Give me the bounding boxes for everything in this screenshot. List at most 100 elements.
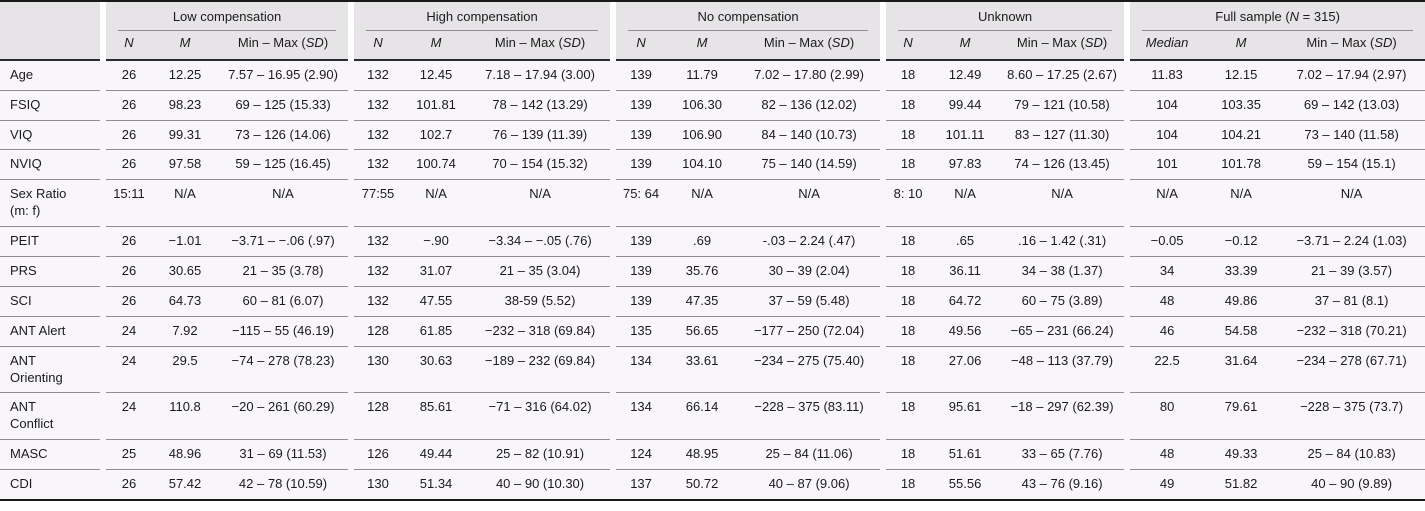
data-cell: 59 – 125 (16.45): [218, 149, 349, 181]
body-gutter: [880, 316, 887, 347]
body-gutter: [348, 149, 355, 180]
data-cell: 7.02 – 17.94 (2.97): [1278, 59, 1425, 91]
data-cell: 51.82: [1204, 469, 1279, 500]
data-cell: 79 – 121 (10.58): [1000, 90, 1125, 121]
data-cell: −65 – 231 (66.24): [1000, 316, 1125, 347]
data-cell: N/A: [1204, 179, 1279, 228]
body-gutter: [348, 90, 355, 121]
data-cell: 60 – 75 (3.89): [1000, 286, 1125, 317]
data-cell: 99.44: [930, 90, 1001, 121]
data-cell: 95.61: [930, 392, 1001, 441]
body-gutter: [1124, 346, 1131, 393]
header-gutter: [880, 2, 887, 60]
body-gutter: [100, 346, 106, 393]
data-cell: −74 – 278 (78.23): [218, 346, 349, 394]
body-gutter: [348, 179, 355, 227]
body-gutter: [348, 286, 355, 317]
data-cell: 74 – 126 (13.45): [1000, 149, 1125, 181]
data-cell: 49.44: [402, 439, 471, 471]
subcol-m: M: [152, 30, 218, 61]
data-cell: 34 – 38 (1.37): [1000, 256, 1125, 287]
data-cell: −189 – 232 (69.84): [470, 346, 611, 394]
data-cell: −177 – 250 (72.04): [738, 316, 881, 347]
data-cell: 77:55: [354, 179, 403, 228]
data-cell: 73 – 126 (14.06): [218, 120, 349, 151]
data-cell: −232 – 318 (70.21): [1278, 316, 1425, 347]
data-cell: 101: [1130, 149, 1205, 181]
body-gutter: [880, 256, 887, 287]
subcol-minmax: Min – Max (SD): [1278, 30, 1425, 61]
body-gutter: [1124, 120, 1131, 150]
data-cell: 25 – 82 (10.91): [470, 439, 611, 471]
data-cell: N/A: [218, 179, 349, 228]
body-gutter: [880, 346, 887, 393]
column-group-high-compensation: High compensation: [354, 2, 611, 31]
body-gutter: [610, 286, 617, 317]
data-cell: −1.01: [152, 226, 218, 258]
data-cell: 57.42: [152, 469, 218, 500]
data-cell: 26: [106, 59, 152, 91]
body-gutter: [610, 90, 617, 121]
data-cell: 48.96: [152, 439, 218, 471]
data-cell: −234 – 278 (67.71): [1278, 346, 1425, 394]
table-row: Age 26 12.25 7.57 – 16.95 (2.90) 132 12.45 7.1…: [0, 59, 1425, 91]
body-gutter: [1124, 226, 1131, 257]
data-cell: 18: [886, 120, 931, 151]
data-cell: .69: [666, 226, 739, 258]
data-cell: 35.76: [666, 256, 739, 287]
group-label: Low compensation: [172, 9, 282, 24]
data-cell: 40 – 90 (9.89): [1278, 469, 1425, 500]
data-cell: 48: [1130, 439, 1205, 471]
data-cell: 102.7: [402, 120, 471, 151]
data-cell: 7.18 – 17.94 (3.00): [470, 59, 611, 91]
body-gutter: [348, 439, 355, 470]
data-cell: 18: [886, 59, 931, 91]
data-cell: 31.07: [402, 256, 471, 287]
data-cell: 132: [354, 59, 403, 91]
data-cell: 8: 10: [886, 179, 931, 228]
data-cell: 33 – 65 (7.76): [1000, 439, 1125, 471]
body-gutter: [100, 392, 106, 440]
row-label: MASC: [0, 439, 100, 471]
data-cell: N/A: [152, 179, 218, 228]
row-label: CDI: [0, 469, 100, 500]
body-gutter: [1124, 256, 1131, 287]
data-cell: 18: [886, 286, 931, 317]
data-cell: 73 – 140 (11.58): [1278, 120, 1425, 151]
data-cell: −3.71 – −.06 (.97): [218, 226, 349, 258]
data-cell: −.90: [402, 226, 471, 258]
table-row: ANT Conflict 24 110.8 −20 – 261 (60.29) 128 8…: [0, 392, 1425, 441]
data-cell: 30 – 39 (2.04): [738, 256, 881, 287]
data-cell: −228 – 375 (73.7): [1278, 392, 1425, 441]
body-gutter: [880, 59, 887, 91]
data-cell: −71 – 316 (64.02): [470, 392, 611, 441]
data-cell: 128: [354, 392, 403, 441]
group-label: Full sample (: [1215, 9, 1290, 24]
data-cell: .65: [930, 226, 1001, 258]
data-cell: 99.31: [152, 120, 218, 151]
data-cell: 51.34: [402, 469, 471, 500]
data-cell: −3.34 – −.05 (.76): [470, 226, 611, 258]
data-cell: 26: [106, 120, 152, 151]
subcol-median: Median: [1130, 30, 1205, 61]
column-group-full-sample: Full sample (N = 315): [1130, 2, 1425, 31]
data-cell: 59 – 154 (15.1): [1278, 149, 1425, 181]
body-gutter: [1124, 392, 1131, 440]
body-gutter: [100, 59, 106, 91]
data-cell: −20 – 261 (60.29): [218, 392, 349, 441]
data-cell: 55.56: [930, 469, 1001, 500]
body-gutter: [100, 149, 106, 180]
data-cell: 12.25: [152, 59, 218, 91]
data-cell: 38-59 (5.52): [470, 286, 611, 317]
data-cell: 18: [886, 90, 931, 121]
data-cell: 132: [354, 226, 403, 258]
data-cell: 18: [886, 439, 931, 471]
body-gutter: [610, 346, 617, 393]
data-cell: 101.11: [930, 120, 1001, 151]
data-cell: 132: [354, 120, 403, 151]
table-row: Sex Ratio (m: f) 15:11 N/A N/A 77:55 N/A N/A 75…: [0, 179, 1425, 228]
data-cell: −228 – 375 (83.11): [738, 392, 881, 441]
data-cell: 101.81: [402, 90, 471, 121]
subcol-n: N: [886, 30, 931, 61]
body-gutter: [348, 346, 355, 393]
